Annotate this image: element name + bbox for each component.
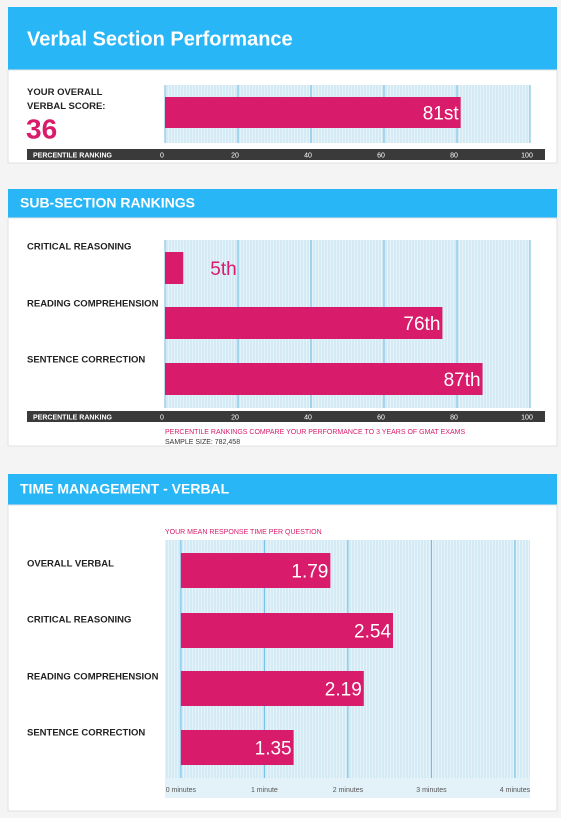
axis-bar: [27, 149, 545, 160]
x-tick-label: 2 minutes: [333, 787, 364, 794]
x-tick-label: 0: [160, 152, 164, 159]
x-tick-label: 40: [304, 414, 312, 421]
x-tick-label: 40: [304, 152, 312, 159]
category-label: OVERALL VERBAL: [27, 559, 114, 570]
section-title: SUB-SECTION RANKINGS: [20, 195, 195, 211]
value-label: 1.35: [255, 739, 292, 760]
bar: [180, 730, 294, 765]
section-bar: [8, 189, 557, 218]
x-tick-label: 20: [231, 414, 239, 421]
header-bar: [8, 7, 557, 70]
bar: [180, 671, 364, 706]
note: PERCENTILE RANKINGS COMPARE YOUR PERFORM…: [165, 429, 465, 436]
axis-bar: [27, 411, 545, 422]
category-label: YOUR OVERALL VERBAL SCORE:: [27, 87, 106, 112]
x-tick-label: 80: [450, 152, 458, 159]
category-label: READING COMPREHENSION: [27, 672, 159, 683]
category-label: READING COMPREHENSION: [27, 299, 159, 310]
bar: [165, 252, 184, 284]
score: 36: [26, 113, 57, 144]
value-label: 81st: [423, 104, 460, 125]
chart-subtitle: YOUR MEAN RESPONSE TIME PER QUESTION: [165, 529, 322, 536]
x-tick-label: 100: [521, 414, 533, 421]
category-label: CRITICAL REASONING: [27, 242, 131, 253]
x-tick-label: 0: [160, 414, 164, 421]
score-label-box: YOUR OVERALL VERBAL SCORE:: [27, 87, 106, 112]
bar: [180, 553, 331, 588]
value-label: 2.19: [325, 680, 362, 701]
category-label: CRITICAL REASONING: [27, 615, 131, 626]
category-label: SENTENCE CORRECTION: [27, 355, 145, 366]
category-label: SENTENCE CORRECTION: [27, 728, 145, 739]
x-tick-label: 1 minute: [251, 787, 278, 794]
section-bar: [8, 474, 557, 505]
x-tick-label: 0 minutes: [166, 787, 197, 794]
x-tick-label: 3 minutes: [416, 787, 447, 794]
tick-strip: [165, 778, 530, 798]
bar: [165, 363, 483, 395]
x-tick-label: 20: [231, 152, 239, 159]
bar: [180, 613, 394, 648]
bar: [165, 307, 443, 339]
bar: [165, 97, 461, 128]
value-label: 1.79: [291, 562, 328, 583]
value-label: 76th: [403, 314, 440, 335]
x-tick-label: 4 minutes: [500, 787, 531, 794]
note: SAMPLE SIZE: 782,458: [165, 439, 240, 446]
section-title: TIME MANAGEMENT - VERBAL: [20, 481, 230, 497]
value-label: 87th: [444, 370, 481, 391]
x-axis-label: PERCENTILE RANKING: [33, 414, 113, 421]
page-title: Verbal Section Performance: [27, 28, 293, 50]
x-tick-label: 100: [521, 152, 533, 159]
x-tick-label: 60: [377, 414, 385, 421]
x-tick-label: 60: [377, 152, 385, 159]
value-label: 2.54: [354, 622, 391, 643]
x-tick-label: 80: [450, 414, 458, 421]
x-axis-label: PERCENTILE RANKING: [33, 152, 113, 159]
value-label: 5th: [210, 259, 236, 280]
